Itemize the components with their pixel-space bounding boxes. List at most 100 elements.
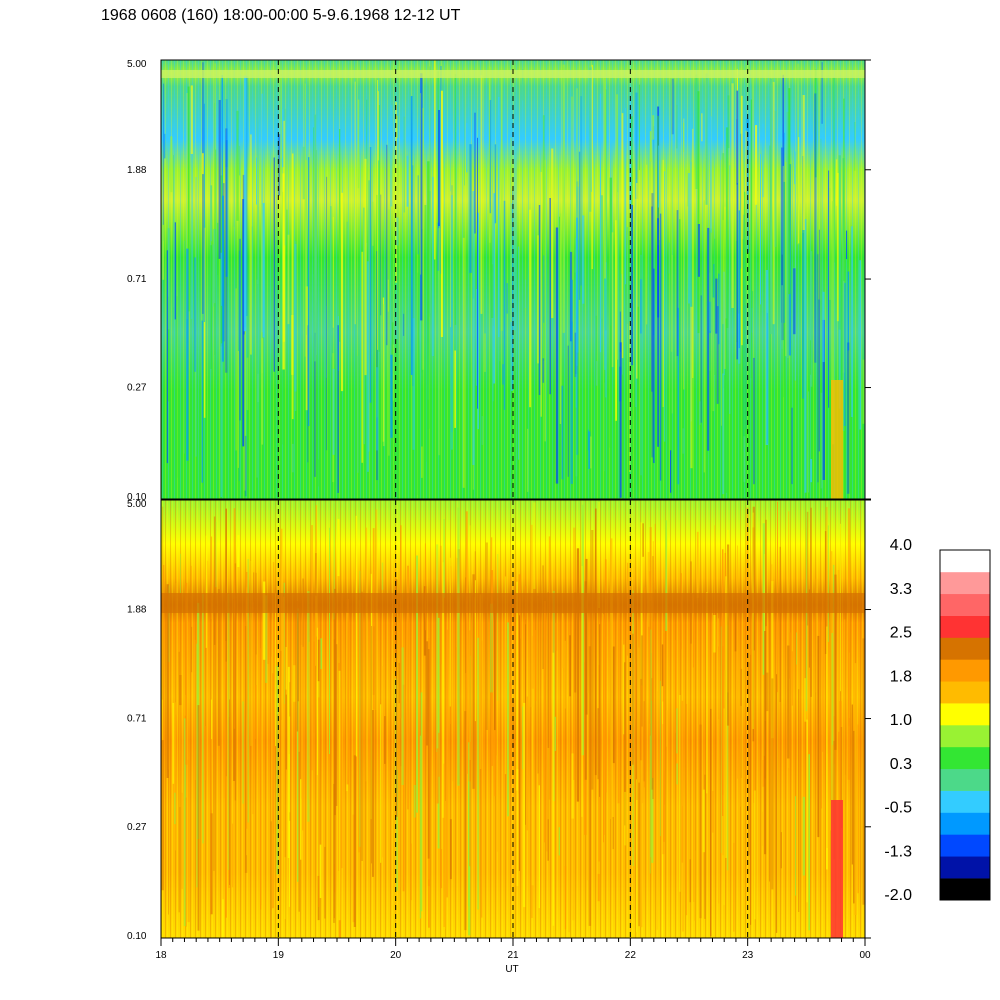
y-tick-label: 5.00 <box>127 499 147 510</box>
texture-streak <box>771 581 774 739</box>
texture-streak <box>407 565 409 810</box>
texture-streak <box>341 594 343 869</box>
texture-streak <box>574 592 577 693</box>
texture-streak <box>172 703 175 784</box>
texture-streak <box>436 544 439 753</box>
texture-streak <box>649 735 651 874</box>
texture-streak <box>273 157 275 372</box>
texture-streak <box>252 602 254 815</box>
x-tick-label: 19 <box>273 950 285 961</box>
texture-streak <box>697 224 700 277</box>
texture-streak <box>814 69 817 178</box>
texture-streak <box>723 708 725 906</box>
texture-streak <box>662 701 664 938</box>
texture-streak <box>438 732 440 777</box>
texture-streak <box>166 584 169 778</box>
texture-streak <box>574 332 577 377</box>
texture-streak <box>654 523 656 590</box>
texture-streak <box>242 701 244 804</box>
texture-streak <box>752 78 754 292</box>
texture-streak <box>847 621 850 780</box>
texture-streak <box>818 229 820 452</box>
texture-streak <box>595 315 598 490</box>
texture-streak <box>205 726 207 781</box>
texture-streak <box>624 108 627 285</box>
colorbar-swatch <box>940 550 990 573</box>
texture-streak <box>821 62 823 124</box>
texture-streak <box>652 115 655 140</box>
texture-streak <box>729 165 731 414</box>
texture-streak <box>604 220 606 370</box>
texture-streak <box>253 572 255 613</box>
texture-streak <box>611 232 614 368</box>
texture-streak <box>653 268 655 463</box>
colorbar-label: 2.5 <box>890 625 912 642</box>
texture-streak <box>802 156 804 399</box>
texture-streak <box>581 504 584 756</box>
texture-streak <box>516 769 519 887</box>
texture-streak <box>446 629 448 898</box>
texture-streak <box>210 185 213 242</box>
texture-streak <box>265 595 268 683</box>
texture-streak <box>215 521 217 588</box>
texture-streak <box>665 520 668 631</box>
texture-streak <box>413 785 416 818</box>
texture-streak <box>391 322 394 374</box>
texture-streak <box>305 160 307 335</box>
texture-streak <box>378 105 380 352</box>
x-axis-label: UT <box>505 964 518 975</box>
texture-streak <box>787 645 790 759</box>
texture-streak <box>180 553 181 593</box>
texture-streak <box>308 641 310 800</box>
texture-streak <box>636 779 637 933</box>
texture-streak <box>485 542 488 730</box>
texture-streak <box>765 270 768 445</box>
texture-streak <box>398 662 401 704</box>
texture-streak <box>457 507 460 786</box>
texture-streak <box>575 374 578 477</box>
texture-streak <box>275 593 276 747</box>
texture-streak <box>294 241 297 411</box>
texture-streak <box>210 245 212 369</box>
y-tick-label: 0.71 <box>127 274 147 285</box>
texture-streak <box>697 91 700 334</box>
texture-streak <box>214 63 217 214</box>
texture-streak <box>635 179 637 407</box>
texture-streak <box>666 710 669 747</box>
texture-streak <box>416 555 418 813</box>
texture-streak <box>599 624 601 797</box>
texture-streak <box>424 205 427 462</box>
texture-streak <box>289 716 291 813</box>
texture-streak <box>702 789 705 853</box>
texture-streak <box>473 597 475 703</box>
texture-streak <box>166 250 168 464</box>
texture-streak <box>186 248 189 461</box>
texture-streak <box>629 98 631 184</box>
texture-streak <box>210 739 213 915</box>
texture-streak <box>302 594 304 831</box>
texture-streak <box>531 688 534 886</box>
texture-streak <box>498 97 500 338</box>
texture-streak <box>838 155 841 330</box>
texture-streak <box>475 289 478 386</box>
texture-streak <box>636 183 638 379</box>
texture-streak <box>733 842 735 932</box>
texture-streak <box>382 666 384 858</box>
texture-streak <box>692 594 694 668</box>
texture-streak <box>769 612 770 882</box>
texture-streak <box>237 535 240 567</box>
texture-streak <box>443 519 445 598</box>
y-tick-label: 0.10 <box>127 931 147 942</box>
texture-streak <box>643 701 645 782</box>
texture-streak <box>318 697 320 907</box>
texture-streak <box>725 127 729 329</box>
texture-streak <box>772 81 775 325</box>
texture-streak <box>822 291 825 362</box>
texture-streak <box>235 442 237 463</box>
colorbar-swatch <box>940 659 990 682</box>
texture-streak <box>494 679 496 797</box>
texture-streak <box>168 585 170 663</box>
texture-streak <box>400 525 402 719</box>
texture-streak <box>727 544 730 726</box>
texture-streak <box>420 93 422 275</box>
